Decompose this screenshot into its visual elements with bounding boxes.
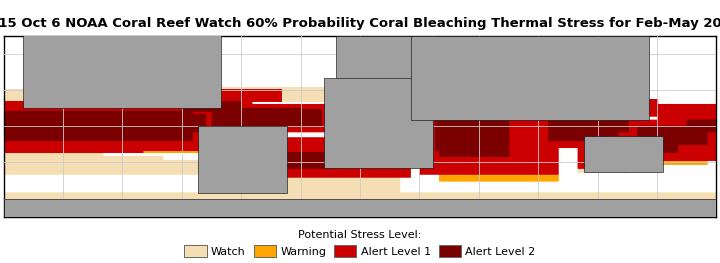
Text: 2015 Oct 6 NOAA Coral Reef Watch 60% Probability Coral Bleaching Thermal Stress : 2015 Oct 6 NOAA Coral Reef Watch 60% Pro…: [0, 17, 720, 30]
Bar: [584, 136, 663, 172]
Bar: [4, 199, 716, 217]
Bar: [197, 126, 287, 193]
Legend: Watch, Warning, Alert Level 1, Alert Level 2: Watch, Warning, Alert Level 1, Alert Lev…: [180, 225, 540, 262]
Bar: [336, 36, 435, 84]
Bar: [23, 17, 222, 108]
Bar: [324, 78, 433, 168]
Bar: [412, 36, 649, 120]
